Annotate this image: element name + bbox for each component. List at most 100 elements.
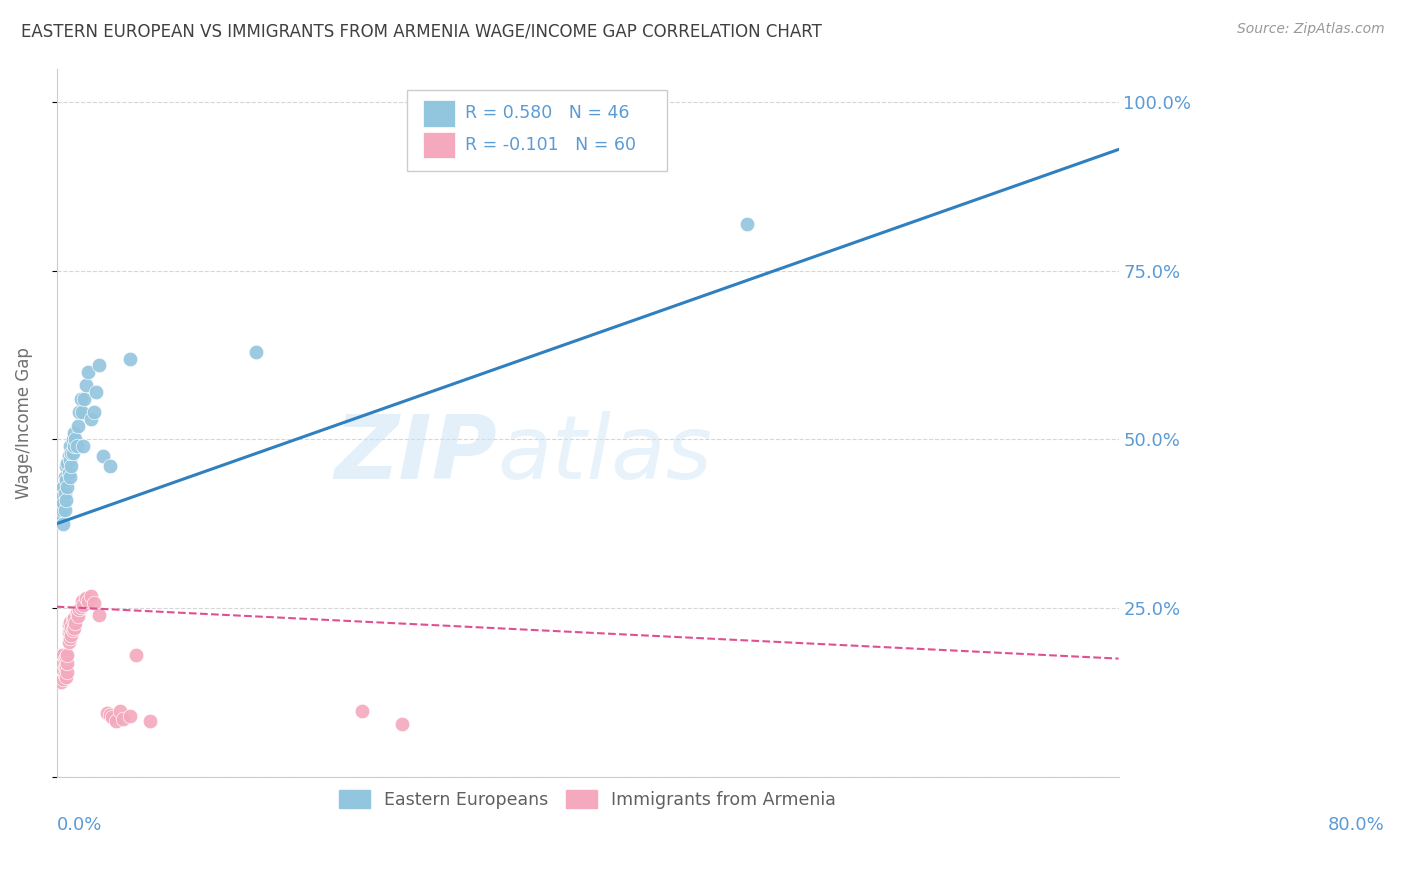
- Point: [58, 450, 80, 464]
- Point: [46, 655, 69, 669]
- FancyBboxPatch shape: [408, 90, 668, 171]
- Point: [58, 618, 80, 632]
- Point: [69, 599, 91, 614]
- Text: R = -0.101   N = 60: R = -0.101 N = 60: [465, 136, 637, 154]
- Legend: Eastern Europeans, Immigrants from Armenia: Eastern Europeans, Immigrants from Armen…: [330, 781, 845, 817]
- Point: [56, 480, 79, 494]
- Point: [60, 459, 83, 474]
- Point: [125, 648, 148, 663]
- Point: [59, 623, 82, 637]
- Point: [91, 450, 114, 464]
- Point: [58, 466, 80, 480]
- Point: [52, 480, 75, 494]
- Point: [59, 452, 82, 467]
- Point: [63, 611, 86, 625]
- Point: [59, 632, 82, 646]
- Point: [53, 503, 76, 517]
- Point: [52, 663, 75, 677]
- Point: [58, 634, 80, 648]
- Point: [46, 665, 69, 679]
- Point: [51, 668, 73, 682]
- Point: [66, 609, 89, 624]
- Point: [83, 405, 105, 419]
- Point: [65, 439, 87, 453]
- Point: [48, 672, 70, 686]
- Y-axis label: Wage/Income Gap: Wage/Income Gap: [15, 347, 32, 499]
- Point: [49, 665, 72, 679]
- Point: [56, 648, 79, 663]
- Text: Source: ZipAtlas.com: Source: ZipAtlas.com: [1237, 22, 1385, 37]
- Point: [63, 439, 86, 453]
- Point: [75, 378, 97, 392]
- Point: [98, 707, 121, 722]
- Point: [75, 591, 97, 605]
- Text: EASTERN EUROPEAN VS IMMIGRANTS FROM ARMENIA WAGE/INCOME GAP CORRELATION CHART: EASTERN EUROPEAN VS IMMIGRANTS FROM ARME…: [21, 22, 823, 40]
- Point: [52, 672, 75, 686]
- Point: [80, 589, 103, 603]
- Point: [51, 490, 73, 504]
- Point: [59, 615, 82, 629]
- Point: [66, 419, 89, 434]
- Point: [105, 714, 128, 729]
- Point: [86, 385, 108, 400]
- Point: [83, 596, 105, 610]
- Point: [110, 704, 132, 718]
- Point: [96, 706, 118, 720]
- Point: [77, 594, 100, 608]
- Point: [118, 351, 141, 366]
- Point: [51, 660, 73, 674]
- Point: [55, 473, 77, 487]
- Point: [67, 602, 90, 616]
- Point: [49, 486, 72, 500]
- Point: [391, 717, 413, 731]
- Point: [53, 660, 76, 674]
- Text: 80.0%: 80.0%: [1327, 815, 1384, 833]
- Point: [55, 493, 77, 508]
- Point: [55, 649, 77, 664]
- FancyBboxPatch shape: [423, 100, 456, 127]
- Point: [77, 365, 100, 379]
- Point: [49, 658, 72, 673]
- Point: [49, 648, 72, 663]
- Point: [55, 670, 77, 684]
- Point: [49, 500, 72, 514]
- Text: atlas: atlas: [498, 411, 713, 498]
- Point: [62, 623, 84, 637]
- Point: [51, 503, 73, 517]
- Point: [138, 714, 160, 729]
- Point: [111, 712, 134, 726]
- Point: [67, 405, 90, 419]
- Point: [48, 651, 70, 665]
- Point: [62, 446, 84, 460]
- Point: [55, 459, 77, 474]
- Point: [80, 412, 103, 426]
- Text: R = 0.580   N = 46: R = 0.580 N = 46: [465, 104, 630, 122]
- Point: [52, 496, 75, 510]
- Point: [52, 516, 75, 531]
- Point: [101, 710, 124, 724]
- Point: [735, 217, 758, 231]
- Point: [72, 598, 94, 612]
- Point: [60, 446, 83, 460]
- Point: [53, 486, 76, 500]
- Point: [98, 459, 121, 474]
- Point: [87, 607, 110, 622]
- Point: [60, 628, 83, 642]
- Point: [245, 344, 267, 359]
- Point: [56, 665, 79, 679]
- Point: [63, 621, 86, 635]
- Point: [53, 651, 76, 665]
- Point: [48, 662, 70, 676]
- Point: [62, 433, 84, 447]
- Point: [53, 668, 76, 682]
- Point: [62, 613, 84, 627]
- Point: [87, 358, 110, 372]
- Point: [59, 439, 82, 453]
- Point: [56, 456, 79, 470]
- FancyBboxPatch shape: [423, 131, 456, 159]
- Point: [51, 651, 73, 665]
- Point: [350, 704, 373, 718]
- Point: [69, 392, 91, 406]
- Point: [52, 648, 75, 663]
- Point: [72, 439, 94, 453]
